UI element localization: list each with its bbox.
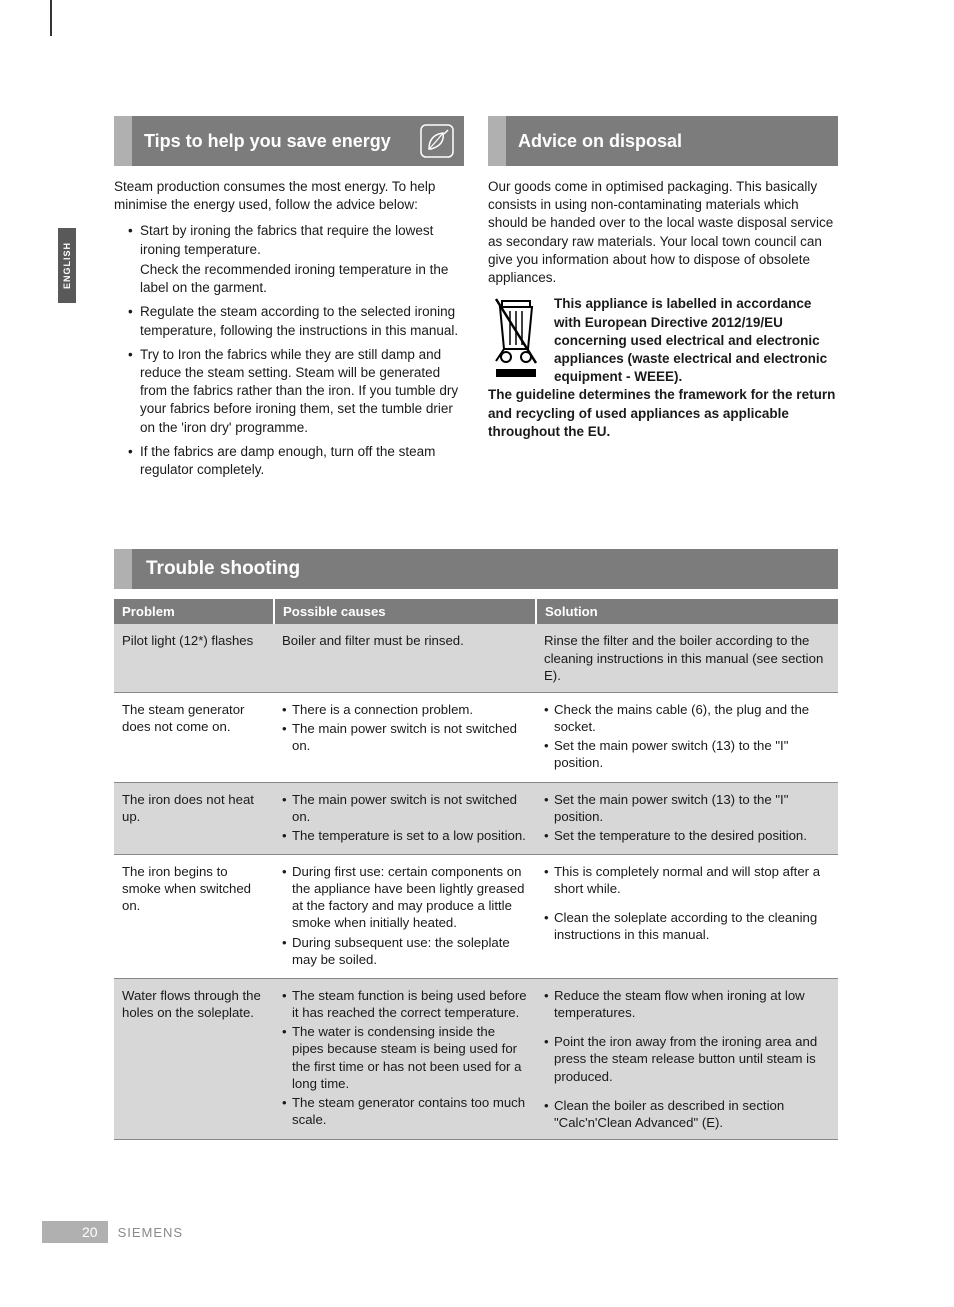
cell-solution: Check the mains cable (6), the plug and … xyxy=(536,692,838,782)
cell-solution: Rinse the filter and the boiler accordin… xyxy=(536,624,838,692)
ts-header: Trouble shooting xyxy=(114,549,838,589)
table-row: The iron begins to smoke when switched o… xyxy=(114,855,838,979)
weee-block: This appliance is labelled in accordance… xyxy=(488,295,838,441)
cell-problem: The iron begins to smoke when switched o… xyxy=(114,855,274,979)
cell-causes: The main power switch is not switched on… xyxy=(274,782,536,854)
header-accent xyxy=(488,116,506,166)
weee-side-text: This appliance is labelled in accordance… xyxy=(554,295,838,386)
tips-intro: Steam production consumes the most energ… xyxy=(114,178,464,214)
troubleshooting-table: Problem Possible causes Solution Pilot l… xyxy=(114,599,838,1140)
top-crop-mark xyxy=(50,0,52,36)
tips-item: Regulate the steam according to the sele… xyxy=(128,303,464,339)
tips-item: Start by ironing the fabrics that requir… xyxy=(128,222,464,297)
table-header-row: Problem Possible causes Solution xyxy=(114,599,838,624)
two-column-layout: Tips to help you save energy Steam produ… xyxy=(114,116,838,485)
list-item: The main power switch is not switched on… xyxy=(282,720,528,754)
list-item: Set the main power switch (13) to the "I… xyxy=(544,791,830,825)
tips-item: If the fabrics are damp enough, turn off… xyxy=(128,443,464,479)
left-column: Tips to help you save energy Steam produ… xyxy=(114,116,464,485)
leaf-icon xyxy=(420,116,464,166)
list-item: The water is condensing inside the pipes… xyxy=(282,1023,528,1092)
list-item: During first use: certain components on … xyxy=(282,863,528,932)
header-accent xyxy=(114,549,132,589)
cell-causes: There is a connection problem. The main p… xyxy=(274,692,536,782)
troubleshooting-section: Trouble shooting Problem Possible causes… xyxy=(114,549,838,1140)
table-row: The steam generator does not come on.The… xyxy=(114,692,838,782)
tips-item-sub: Check the recommended ironing temperatur… xyxy=(140,261,464,297)
brand-name: SIEMENS xyxy=(118,1225,184,1240)
col-header-solution: Solution xyxy=(536,599,838,624)
list-item: The steam function is being used before … xyxy=(282,987,528,1021)
list-item: The steam generator contains too much sc… xyxy=(282,1094,528,1128)
col-header-causes: Possible causes xyxy=(274,599,536,624)
col-header-problem: Problem xyxy=(114,599,274,624)
list-item: The temperature is set to a low position… xyxy=(282,827,528,844)
list-item: Clean the boiler as described in section… xyxy=(544,1097,830,1131)
list-item: Set the main power switch (13) to the "I… xyxy=(544,737,830,771)
list-item: There is a connection problem. xyxy=(282,701,528,718)
table-row: Pilot light (12*) flashesBoiler and filt… xyxy=(114,624,838,692)
list-item: Check the mains cable (6), the plug and … xyxy=(544,701,830,735)
cell-problem: The steam generator does not come on. xyxy=(114,692,274,782)
weee-below-text: The guideline determines the framework f… xyxy=(488,386,838,441)
tips-list: Start by ironing the fabrics that requir… xyxy=(114,222,464,479)
cell-solution: This is completely normal and will stop … xyxy=(536,855,838,979)
list-item: Set the temperature to the desired posit… xyxy=(544,827,830,844)
disposal-intro: Our goods come in optimised packaging. T… xyxy=(488,178,838,287)
cell-causes: The steam function is being used before … xyxy=(274,978,536,1139)
list-item: Point the iron away from the ironing are… xyxy=(544,1033,830,1084)
cell-problem: Pilot light (12*) flashes xyxy=(114,624,274,692)
cell-causes: Boiler and filter must be rinsed. xyxy=(274,624,536,692)
page-number: 20 xyxy=(42,1221,108,1243)
list-item: During subsequent use: the soleplate may… xyxy=(282,934,528,968)
cell-solution: Set the main power switch (13) to the "I… xyxy=(536,782,838,854)
ts-title: Trouble shooting xyxy=(132,549,314,589)
right-column: Advice on disposal Our goods come in opt… xyxy=(488,116,838,485)
disposal-title: Advice on disposal xyxy=(506,116,838,166)
page-footer: 20 SIEMENS xyxy=(42,1221,183,1243)
table-row: The iron does not heat up.The main power… xyxy=(114,782,838,854)
header-fill xyxy=(314,549,838,589)
list-item: Reduce the steam flow when ironing at lo… xyxy=(544,987,830,1021)
cell-problem: Water flows through the holes on the sol… xyxy=(114,978,274,1139)
weee-bin-icon xyxy=(488,295,544,386)
cell-causes: During first use: certain components on … xyxy=(274,855,536,979)
list-item: The main power switch is not switched on… xyxy=(282,791,528,825)
header-accent xyxy=(114,116,132,166)
list-item: Clean the soleplate according to the cle… xyxy=(544,909,830,943)
list-item: This is completely normal and will stop … xyxy=(544,863,830,897)
disposal-header: Advice on disposal xyxy=(488,116,838,166)
tips-item: Try to Iron the fabrics while they are s… xyxy=(128,346,464,437)
cell-solution: Reduce the steam flow when ironing at lo… xyxy=(536,978,838,1139)
table-row: Water flows through the holes on the sol… xyxy=(114,978,838,1139)
tips-title: Tips to help you save energy xyxy=(132,116,420,166)
tips-header: Tips to help you save energy xyxy=(114,116,464,166)
language-tab: ENGLISH xyxy=(58,228,76,303)
page-content: Tips to help you save energy Steam produ… xyxy=(114,116,838,1140)
cell-problem: The iron does not heat up. xyxy=(114,782,274,854)
